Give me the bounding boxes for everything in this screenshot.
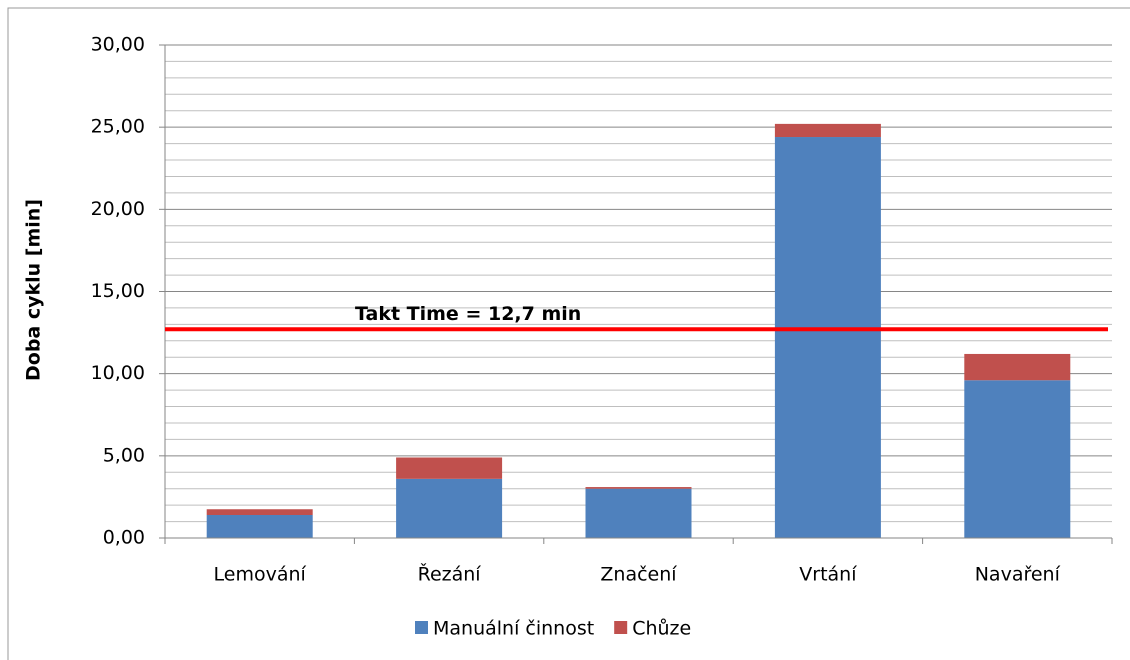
x-tick-label: Vrtání xyxy=(799,564,857,586)
y-tick-label: 20,00 xyxy=(91,198,145,220)
bar-segment xyxy=(964,380,1071,538)
takt-label: Takt Time = 12,7 min xyxy=(355,303,581,325)
x-tick-label: Značení xyxy=(600,564,677,586)
legend-label: Manuální činnost xyxy=(433,618,594,640)
bar-segment xyxy=(774,137,881,538)
chart-border xyxy=(7,7,1130,660)
bar-segment xyxy=(206,509,313,515)
y-axis-label: Doba cyklu [min] xyxy=(23,199,45,381)
bar-segment xyxy=(585,487,692,489)
legend-swatch xyxy=(415,621,428,634)
legend-label: Chůze xyxy=(632,618,691,640)
y-tick-label: 30,00 xyxy=(91,34,145,56)
x-tick-label: Lemování xyxy=(214,564,307,586)
bar-segment xyxy=(396,478,503,538)
legend-swatch xyxy=(614,621,628,634)
y-tick-label: 15,00 xyxy=(91,280,145,302)
bar-segment xyxy=(206,514,313,538)
x-tick-label: Navaření xyxy=(975,564,1061,586)
bar-segment xyxy=(774,123,881,138)
bar-segment xyxy=(585,488,692,538)
y-tick-label: 25,00 xyxy=(91,116,145,138)
x-tick-label: Řezání xyxy=(418,563,482,586)
bar-segment xyxy=(964,353,1071,381)
y-tick-label: 5,00 xyxy=(103,444,145,466)
y-tick-label: 0,00 xyxy=(103,527,145,549)
y-tick-label: 10,00 xyxy=(91,362,145,384)
bar-segment xyxy=(396,457,503,479)
